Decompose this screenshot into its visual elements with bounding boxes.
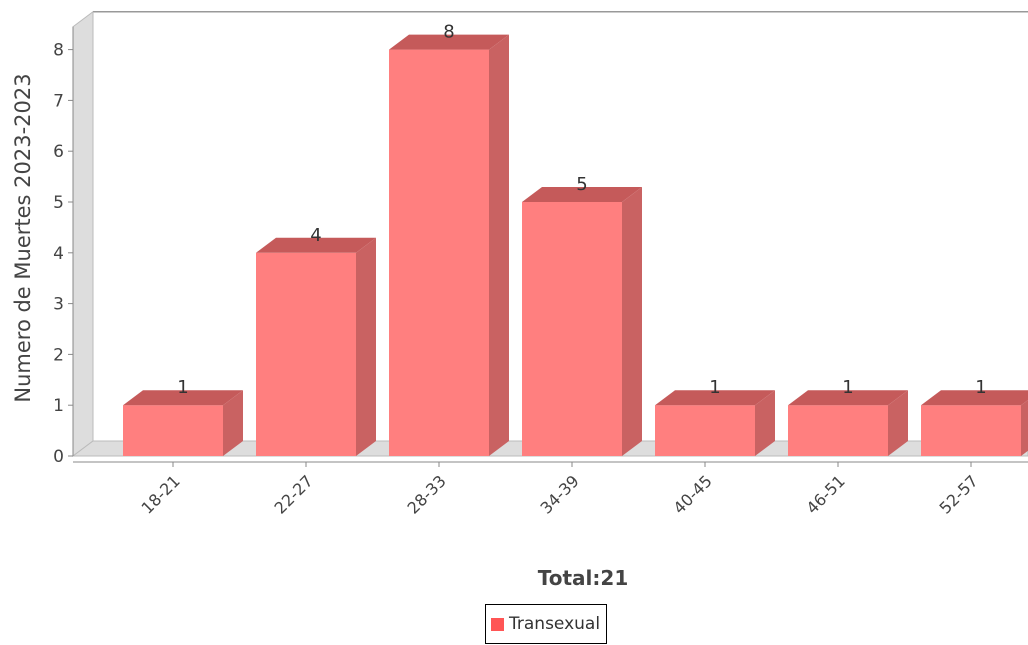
x-tick-label: 34-39 bbox=[537, 471, 583, 517]
bar-front bbox=[788, 405, 888, 456]
data-label: 5 bbox=[576, 174, 587, 195]
y-tick-label: 0 bbox=[53, 447, 64, 467]
data-label: 1 bbox=[975, 377, 986, 398]
bar-side bbox=[223, 390, 243, 456]
y-tick-label: 1 bbox=[53, 396, 64, 416]
data-label: 1 bbox=[177, 377, 188, 398]
x-tick-label: 52-57 bbox=[936, 471, 982, 517]
x-tick-label: 18-21 bbox=[138, 471, 184, 517]
y-tick-label: 5 bbox=[53, 193, 64, 213]
bar-side bbox=[1021, 399, 1028, 456]
bar-front bbox=[389, 49, 489, 456]
bar-side bbox=[489, 34, 509, 456]
y-tick-label: 6 bbox=[53, 142, 64, 162]
bar-52-57 bbox=[921, 390, 1028, 456]
bar-side bbox=[622, 187, 642, 456]
bar-top bbox=[522, 187, 642, 202]
y-tick-label: 3 bbox=[53, 295, 64, 315]
bar-22-27 bbox=[256, 237, 376, 456]
x-tick-label: 28-33 bbox=[404, 471, 450, 517]
y-tick-label: 7 bbox=[53, 91, 64, 111]
legend-label-transexual: Transexual bbox=[509, 614, 601, 634]
bar-top bbox=[655, 390, 775, 406]
bar-top bbox=[256, 237, 376, 253]
bar-top bbox=[921, 390, 1028, 406]
bar-front bbox=[655, 405, 755, 456]
bar-34-39 bbox=[522, 187, 642, 456]
bar-front bbox=[921, 405, 1021, 456]
bar-front bbox=[256, 252, 356, 456]
bar-side bbox=[755, 390, 775, 456]
y-axis-title: Numero de Muertes 2023-2023 bbox=[11, 73, 35, 402]
chart-axes: 0 1 2 3 4 5 6 7 8 bbox=[53, 26, 1028, 467]
bar-18-21 bbox=[123, 390, 243, 456]
bar-top bbox=[389, 34, 509, 50]
bar-40-45 bbox=[655, 390, 775, 456]
bar-28-33 bbox=[389, 34, 509, 456]
bar-46-51 bbox=[788, 390, 908, 456]
x-axis-title: Total:21 bbox=[538, 566, 628, 590]
bar-front bbox=[123, 405, 223, 456]
bar-top bbox=[788, 390, 908, 406]
data-label: 8 bbox=[443, 22, 454, 43]
y-tick-label: 4 bbox=[53, 244, 64, 264]
left-wall bbox=[72, 10, 94, 457]
bar-side bbox=[888, 390, 908, 456]
chart-bars bbox=[123, 34, 1028, 456]
bar-front bbox=[522, 202, 622, 456]
data-label: 1 bbox=[709, 377, 720, 398]
bar-side bbox=[356, 237, 376, 456]
data-label: 1 bbox=[842, 377, 853, 398]
x-tick-label: 40-45 bbox=[670, 471, 716, 517]
x-tick-label: 46-51 bbox=[803, 471, 849, 517]
data-label: 4 bbox=[310, 225, 321, 246]
y-tick-label: 2 bbox=[53, 345, 64, 365]
y-tick-label: 8 bbox=[53, 41, 64, 61]
x-tick-label: 22-27 bbox=[271, 471, 317, 517]
legend-swatch bbox=[491, 617, 504, 631]
bar-top bbox=[123, 390, 243, 406]
legend: Transexual bbox=[485, 604, 608, 644]
